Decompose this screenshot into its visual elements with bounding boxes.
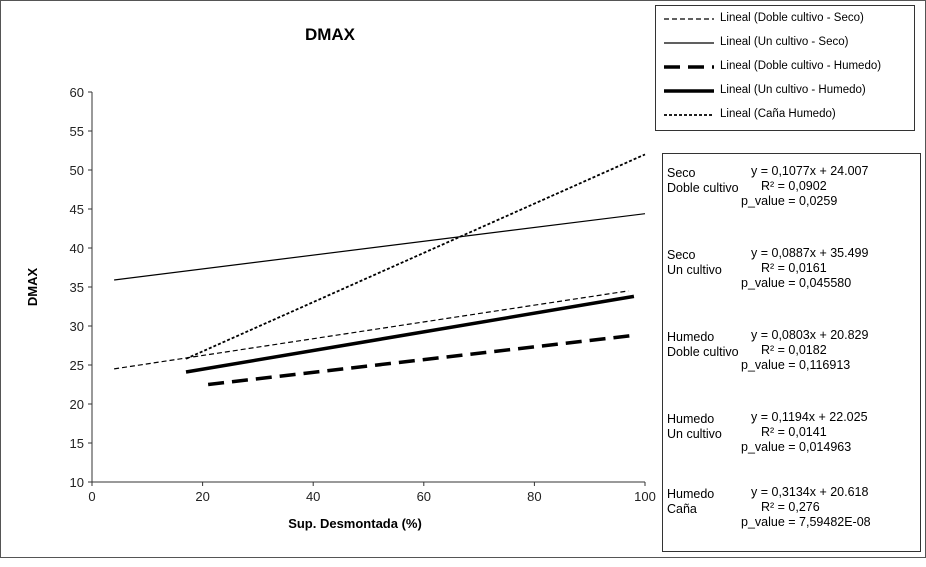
regression-equation: y = 0,3134x + 20.618 xyxy=(751,485,869,499)
p-value: p_value = 0,116913 xyxy=(741,358,851,372)
group-label-line: Seco xyxy=(667,248,696,262)
series-line-4 xyxy=(185,294,635,374)
x-axis-title: Sup. Desmontada (%) xyxy=(288,516,422,531)
group-label: Humedo Caña xyxy=(667,487,714,517)
x-tick-label: 20 xyxy=(195,489,209,504)
legend-label: Lineal (Doble cultivo - Humedo) xyxy=(720,60,882,72)
r-squared: R² = 0,0141 xyxy=(761,425,827,439)
r-squared: R² = 0,276 xyxy=(761,500,820,514)
group-label-line: Un cultivo xyxy=(667,263,722,277)
y-tick-label: 40 xyxy=(70,241,84,256)
x-tick-label: 100 xyxy=(634,489,656,504)
group-label-line: Humedo xyxy=(667,330,715,344)
regression-equation: y = 0,1077x + 24.007 xyxy=(751,164,869,178)
legend: Lineal (Doble cultivo - Seco) Lineal (Un … xyxy=(655,5,915,131)
group-label: Humedo Un cultivo xyxy=(667,412,722,442)
series-line-1 xyxy=(114,290,629,370)
r-squared: R² = 0,0902 xyxy=(761,179,827,193)
legend-label: Lineal (Un cultivo - Seco) xyxy=(720,36,849,48)
y-tick-label: 35 xyxy=(70,280,84,295)
y-tick-label: 45 xyxy=(70,202,84,217)
x-tick-label: 80 xyxy=(527,489,541,504)
series-line-2 xyxy=(114,213,646,281)
legend-label: Lineal (Caña Humedo) xyxy=(720,108,836,120)
group-label-line: Doble cultivo xyxy=(667,181,739,195)
legend-swatch xyxy=(664,114,714,116)
regression-stats-panel: Seco Doble cultivo y = 0,1077x + 24.007 R² … xyxy=(662,153,921,552)
regression-stat-block: Humedo Doble cultivo y = 0,0803x + 20.829 R… xyxy=(663,328,920,410)
y-tick-label: 50 xyxy=(70,163,84,178)
x-tick-label: 60 xyxy=(417,489,431,504)
x-tick-label: 0 xyxy=(88,489,95,504)
y-tick-label: 20 xyxy=(70,397,84,412)
r-squared: R² = 0,0161 xyxy=(761,261,827,275)
y-tick-label: 15 xyxy=(70,436,84,451)
legend-swatch xyxy=(664,42,714,44)
group-label: Humedo Doble cultivo xyxy=(667,330,739,360)
chart-title: DMAX xyxy=(305,25,356,44)
group-label-line: Un cultivo xyxy=(667,427,722,441)
regression-equation: y = 0,0803x + 20.829 xyxy=(751,328,869,342)
p-value: p_value = 7,59482E-08 xyxy=(741,515,871,529)
legend-label: Lineal (Un cultivo - Humedo) xyxy=(720,84,866,96)
p-value: p_value = 0,014963 xyxy=(741,440,852,454)
group-label: Seco Un cultivo xyxy=(667,248,722,278)
regression-stat-block: Humedo Caña y = 0,3134x + 20.618 R² = 0,276… xyxy=(663,485,920,567)
y-axis-title: DMAX xyxy=(25,268,40,307)
legend-label: Lineal (Doble cultivo - Seco) xyxy=(720,12,864,24)
y-tick-label: 30 xyxy=(70,319,84,334)
regression-equation: y = 0,1194x + 22.025 xyxy=(751,410,868,424)
y-tick-label: 55 xyxy=(70,124,84,139)
legend-swatch xyxy=(664,89,714,93)
group-label-line: Doble cultivo xyxy=(667,345,739,359)
group-label: Seco Doble cultivo xyxy=(667,166,739,196)
r-squared: R² = 0,0182 xyxy=(761,343,827,357)
p-value: p_value = 0,0259 xyxy=(741,194,838,208)
group-label-line: Seco xyxy=(667,166,696,180)
series-line-3 xyxy=(207,333,635,387)
y-tick-label: 25 xyxy=(70,358,84,373)
group-label-line: Humedo xyxy=(667,412,715,426)
y-tick-label: 10 xyxy=(70,475,84,490)
legend-swatch xyxy=(664,18,714,20)
regression-equation: y = 0,0887x + 35.499 xyxy=(751,246,869,260)
regression-stat-block: Seco Doble cultivo y = 0,1077x + 24.007 R² … xyxy=(663,164,920,246)
p-value: p_value = 0,045580 xyxy=(741,276,852,290)
group-label-line: Caña xyxy=(667,502,697,516)
y-tick-label: 60 xyxy=(70,85,84,100)
regression-stat-block: Humedo Un cultivo y = 0,1194x + 22.025 R² =… xyxy=(663,410,920,492)
group-label-line: Humedo xyxy=(667,487,715,501)
series-line-5 xyxy=(185,153,646,360)
x-tick-label: 40 xyxy=(306,489,320,504)
legend-swatch xyxy=(664,65,714,69)
regression-stat-block: Seco Un cultivo y = 0,0887x + 35.499 R² = 0… xyxy=(663,246,920,328)
